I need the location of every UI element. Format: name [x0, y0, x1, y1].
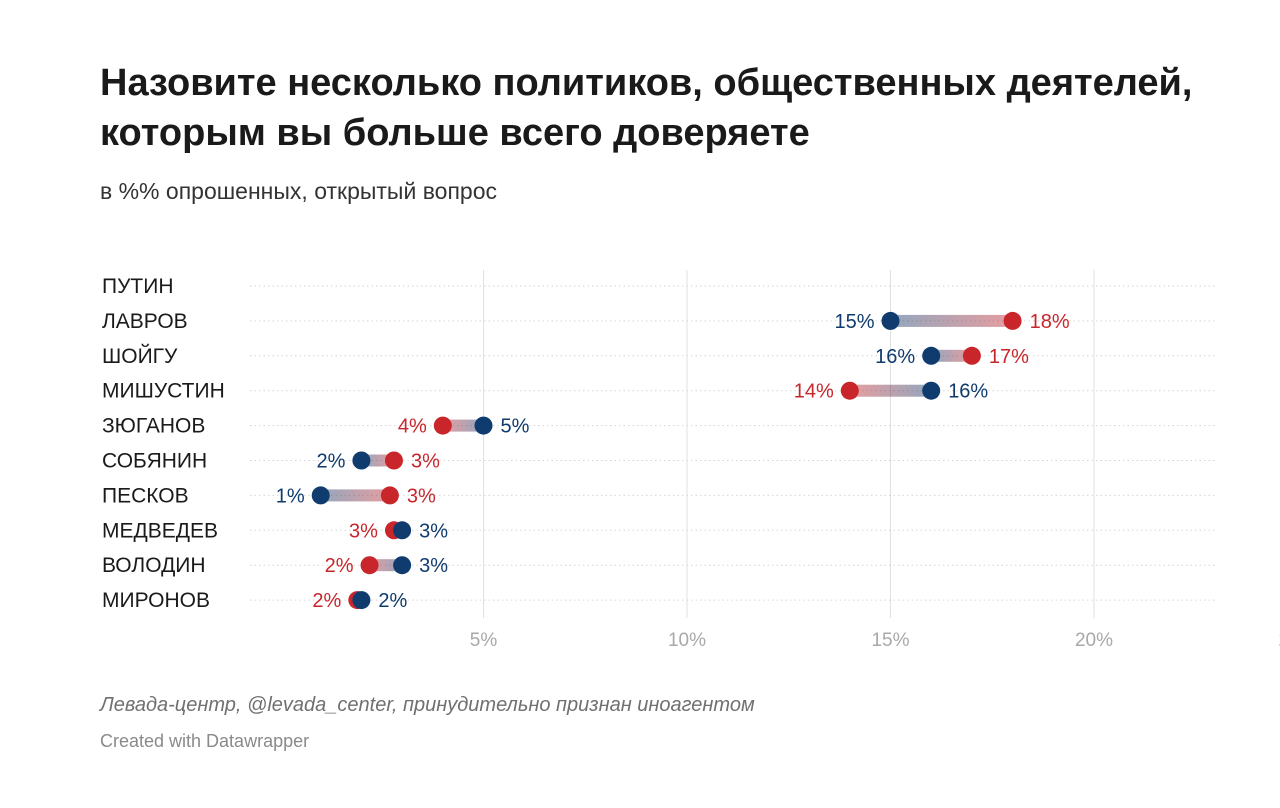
value-label: 4%	[398, 416, 427, 438]
x-tick-label: 10%	[668, 630, 706, 651]
category-label: ВОЛОДИН	[102, 554, 206, 577]
value-label: 16%	[948, 381, 988, 403]
category-label: СОБЯНИН	[102, 450, 207, 473]
x-tick-label: 20%	[1075, 630, 1113, 651]
category-label: ПУТИН	[102, 275, 174, 298]
chart-title: Назовите несколько политиков, общественн…	[100, 62, 1193, 154]
dot-jun	[962, 346, 981, 365]
value-label: 15%	[834, 311, 874, 333]
dot-jun	[840, 381, 859, 400]
x-tick-label: 15%	[871, 630, 909, 651]
dot-jun	[1003, 311, 1022, 330]
value-label: 14%	[794, 381, 834, 403]
dot-may	[474, 416, 493, 435]
category-label: МЕДВЕДЕВ	[102, 519, 218, 542]
value-label: 3%	[411, 451, 440, 473]
category-label: ЛАВРОВ	[102, 310, 188, 333]
dot-may	[922, 381, 941, 400]
dot-may	[352, 451, 371, 470]
source-note: Левада-центр, @levada_center, принудител…	[100, 694, 755, 716]
value-label: 2%	[316, 451, 345, 473]
value-label: 2%	[378, 590, 407, 612]
category-label: МИРОНОВ	[102, 589, 210, 612]
dot-may	[352, 591, 371, 610]
dot-may	[881, 311, 900, 330]
chart-subtitle: в %% опрошенных, открытый вопрос	[100, 178, 497, 204]
value-label: 2%	[312, 590, 341, 612]
range-connector	[849, 384, 932, 397]
category-label: ЗЮГАНОВ	[102, 415, 205, 438]
dot-may	[311, 486, 330, 505]
range-connector	[320, 489, 390, 502]
value-label: 18%	[1030, 311, 1070, 333]
dot-jun	[360, 556, 379, 575]
range-connector	[890, 314, 1013, 327]
category-label: МИШУСТИН	[102, 380, 225, 403]
value-label: 1%	[276, 485, 305, 507]
dot-jun	[380, 486, 399, 505]
dot-may	[393, 556, 412, 575]
dot-jun	[433, 416, 452, 435]
value-label: 3%	[407, 485, 436, 507]
dot-may	[922, 346, 941, 365]
value-label: 3%	[419, 520, 448, 542]
dot-may	[393, 521, 412, 540]
value-label: 3%	[349, 520, 378, 542]
x-tick-label: 5%	[470, 630, 498, 651]
category-label: ПЕСКОВ	[102, 484, 189, 507]
credit-link[interactable]: Created with Datawrapper	[100, 731, 310, 751]
value-label: 5%	[501, 416, 530, 438]
value-label: 2%	[325, 555, 354, 577]
range-connector	[931, 349, 972, 362]
range-connector	[442, 419, 484, 432]
x-tick-label: 25%	[1278, 630, 1280, 651]
value-label: 17%	[989, 346, 1029, 368]
value-label: 16%	[875, 346, 915, 368]
dot-jun	[384, 451, 403, 470]
category-label: ШОЙГУ	[102, 344, 178, 368]
value-label: 3%	[419, 555, 448, 577]
